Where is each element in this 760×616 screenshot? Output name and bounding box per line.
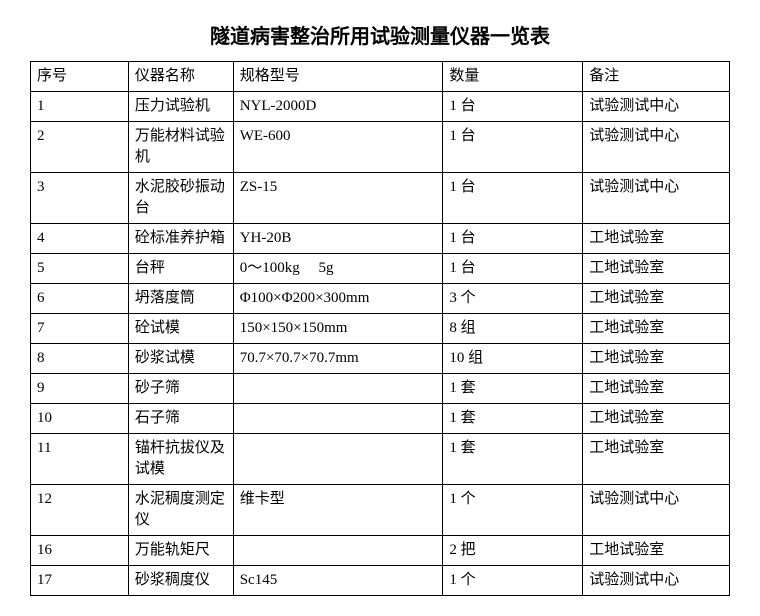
table-cell: 1 个 <box>443 566 583 596</box>
table-cell: 砼试模 <box>128 314 233 344</box>
table-row: 1压力试验机NYL-2000D1 台试验测试中心 <box>31 92 730 122</box>
table-cell: 8 <box>31 344 129 374</box>
table-cell: 工地试验室 <box>583 224 730 254</box>
table-row: 6坍落度筒Φ100×Φ200×300mm3 个工地试验室 <box>31 284 730 314</box>
table-cell: 砼标准养护箱 <box>128 224 233 254</box>
table-cell: 8 组 <box>443 314 583 344</box>
table-cell: Sc145 <box>233 566 443 596</box>
table-cell: 1 台 <box>443 122 583 173</box>
table-row: 3水泥胶砂振动台ZS-151 台试验测试中心 <box>31 173 730 224</box>
table-cell: 1 套 <box>443 404 583 434</box>
table-cell: 3 <box>31 173 129 224</box>
table-cell: 万能材料试验机 <box>128 122 233 173</box>
table-cell: 工地试验室 <box>583 314 730 344</box>
table-row: 2万能材料试验机WE-6001 台试验测试中心 <box>31 122 730 173</box>
table-cell: 坍落度筒 <box>128 284 233 314</box>
table-cell: 16 <box>31 536 129 566</box>
table-cell: 4 <box>31 224 129 254</box>
table-cell <box>233 404 443 434</box>
table-cell: 试验测试中心 <box>583 485 730 536</box>
table-cell: 工地试验室 <box>583 404 730 434</box>
col-header-seq: 序号 <box>31 62 129 92</box>
table-cell: 1 台 <box>443 224 583 254</box>
table-cell: 砂浆试模 <box>128 344 233 374</box>
table-cell: 17 <box>31 566 129 596</box>
col-header-name: 仪器名称 <box>128 62 233 92</box>
table-cell <box>233 374 443 404</box>
table-cell: 工地试验室 <box>583 374 730 404</box>
table-row: 7砼试模150×150×150mm8 组工地试验室 <box>31 314 730 344</box>
table-cell: 试验测试中心 <box>583 566 730 596</box>
table-row: 8砂浆试模70.7×70.7×70.7mm10 组工地试验室 <box>31 344 730 374</box>
col-header-remark: 备注 <box>583 62 730 92</box>
table-cell: 工地试验室 <box>583 254 730 284</box>
table-row: 10石子筛 1 套工地试验室 <box>31 404 730 434</box>
table-cell: 7 <box>31 314 129 344</box>
table-cell: 试验测试中心 <box>583 122 730 173</box>
table-cell: 1 <box>31 92 129 122</box>
instrument-table: 序号 仪器名称 规格型号 数量 备注 1压力试验机NYL-2000D1 台试验测… <box>30 61 730 596</box>
table-cell: 5 <box>31 254 129 284</box>
table-cell: 台秤 <box>128 254 233 284</box>
table-cell: 10 组 <box>443 344 583 374</box>
table-row: 11锚杆抗拔仪及试模 1 套工地试验室 <box>31 434 730 485</box>
table-cell: 1 个 <box>443 485 583 536</box>
table-cell: 2 <box>31 122 129 173</box>
table-cell: 1 套 <box>443 374 583 404</box>
table-cell: YH-20B <box>233 224 443 254</box>
table-cell: 10 <box>31 404 129 434</box>
table-cell: WE-600 <box>233 122 443 173</box>
table-cell: 锚杆抗拔仪及试模 <box>128 434 233 485</box>
page-title: 隧道病害整治所用试验测量仪器一览表 <box>30 20 730 49</box>
table-cell: 70.7×70.7×70.7mm <box>233 344 443 374</box>
table-cell: 石子筛 <box>128 404 233 434</box>
table-cell <box>233 434 443 485</box>
table-row: 16万能轨矩尺 2 把工地试验室 <box>31 536 730 566</box>
table-cell: 维卡型 <box>233 485 443 536</box>
table-cell: 3 个 <box>443 284 583 314</box>
table-cell: 砂浆稠度仪 <box>128 566 233 596</box>
col-header-qty: 数量 <box>443 62 583 92</box>
table-cell: 1 台 <box>443 173 583 224</box>
table-cell: 水泥稠度测定仪 <box>128 485 233 536</box>
table-row: 5台秤0～100kg 5g1 台工地试验室 <box>31 254 730 284</box>
col-header-spec: 规格型号 <box>233 62 443 92</box>
table-row: 12水泥稠度测定仪维卡型1 个试验测试中心 <box>31 485 730 536</box>
table-cell: 工地试验室 <box>583 434 730 485</box>
table-cell: 压力试验机 <box>128 92 233 122</box>
table-cell: 工地试验室 <box>583 536 730 566</box>
table-header-row: 序号 仪器名称 规格型号 数量 备注 <box>31 62 730 92</box>
table-body: 1压力试验机NYL-2000D1 台试验测试中心2万能材料试验机WE-6001 … <box>31 92 730 596</box>
table-row: 9砂子筛 1 套工地试验室 <box>31 374 730 404</box>
table-cell: 2 把 <box>443 536 583 566</box>
table-cell: NYL-2000D <box>233 92 443 122</box>
table-cell: 6 <box>31 284 129 314</box>
table-cell: Φ100×Φ200×300mm <box>233 284 443 314</box>
table-cell <box>233 536 443 566</box>
table-cell: 试验测试中心 <box>583 173 730 224</box>
table-cell: 1 台 <box>443 254 583 284</box>
table-cell: 试验测试中心 <box>583 92 730 122</box>
table-row: 17砂浆稠度仪Sc1451 个试验测试中心 <box>31 566 730 596</box>
table-cell: ZS-15 <box>233 173 443 224</box>
table-cell: 水泥胶砂振动台 <box>128 173 233 224</box>
table-cell: 工地试验室 <box>583 344 730 374</box>
table-cell: 0～100kg 5g <box>233 254 443 284</box>
table-cell: 150×150×150mm <box>233 314 443 344</box>
table-cell: 砂子筛 <box>128 374 233 404</box>
table-cell: 1 套 <box>443 434 583 485</box>
table-cell: 12 <box>31 485 129 536</box>
table-row: 4砼标准养护箱YH-20B1 台工地试验室 <box>31 224 730 254</box>
table-cell: 工地试验室 <box>583 284 730 314</box>
table-cell: 1 台 <box>443 92 583 122</box>
table-cell: 11 <box>31 434 129 485</box>
table-cell: 9 <box>31 374 129 404</box>
table-cell: 万能轨矩尺 <box>128 536 233 566</box>
